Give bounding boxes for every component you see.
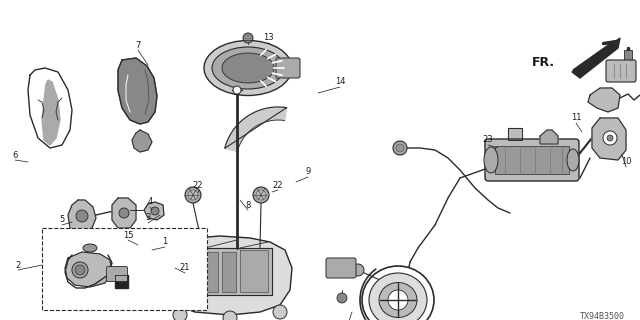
- Polygon shape: [186, 281, 200, 291]
- Text: 13: 13: [262, 34, 273, 43]
- FancyBboxPatch shape: [606, 60, 636, 82]
- Polygon shape: [68, 200, 96, 232]
- Circle shape: [388, 290, 408, 310]
- Text: 15: 15: [123, 230, 133, 239]
- Polygon shape: [588, 88, 620, 112]
- Ellipse shape: [83, 244, 97, 252]
- Text: TX94B3500: TX94B3500: [580, 312, 625, 320]
- Ellipse shape: [362, 266, 434, 320]
- Ellipse shape: [212, 47, 284, 89]
- Circle shape: [72, 262, 88, 278]
- Circle shape: [337, 293, 347, 303]
- Bar: [42, 228, 207, 310]
- Circle shape: [233, 86, 241, 94]
- Bar: [624, 50, 632, 72]
- Circle shape: [119, 208, 129, 218]
- FancyBboxPatch shape: [485, 139, 579, 181]
- Circle shape: [76, 210, 88, 222]
- Polygon shape: [42, 80, 60, 145]
- Ellipse shape: [204, 41, 292, 95]
- Circle shape: [243, 33, 253, 43]
- Polygon shape: [144, 202, 164, 220]
- Polygon shape: [65, 252, 112, 287]
- FancyBboxPatch shape: [106, 267, 127, 282]
- Polygon shape: [186, 268, 200, 278]
- Polygon shape: [132, 130, 152, 152]
- Polygon shape: [205, 252, 218, 292]
- Circle shape: [393, 141, 407, 155]
- Circle shape: [75, 265, 85, 275]
- Polygon shape: [572, 38, 620, 78]
- Polygon shape: [115, 275, 128, 288]
- Circle shape: [396, 144, 404, 152]
- Ellipse shape: [222, 53, 274, 83]
- Text: 2: 2: [15, 260, 20, 269]
- Ellipse shape: [369, 273, 427, 320]
- Circle shape: [253, 187, 269, 203]
- Ellipse shape: [484, 147, 498, 173]
- Polygon shape: [186, 255, 200, 265]
- Polygon shape: [592, 118, 626, 160]
- FancyBboxPatch shape: [326, 258, 356, 278]
- Text: 3: 3: [145, 213, 150, 222]
- Text: 5: 5: [60, 215, 65, 225]
- Ellipse shape: [567, 149, 579, 171]
- Text: 21: 21: [180, 263, 190, 273]
- Polygon shape: [240, 250, 268, 292]
- Polygon shape: [118, 58, 157, 124]
- Circle shape: [185, 187, 201, 203]
- Polygon shape: [162, 236, 292, 315]
- Circle shape: [188, 190, 198, 200]
- Text: 22: 22: [273, 180, 284, 189]
- Text: 23: 23: [483, 135, 493, 145]
- Circle shape: [352, 264, 364, 276]
- Text: 6: 6: [12, 150, 18, 159]
- Circle shape: [223, 311, 237, 320]
- Polygon shape: [222, 252, 236, 292]
- Polygon shape: [540, 130, 558, 144]
- Ellipse shape: [379, 283, 417, 317]
- Text: 10: 10: [621, 157, 631, 166]
- Text: FR.: FR.: [532, 55, 555, 68]
- Polygon shape: [508, 128, 522, 140]
- Circle shape: [256, 190, 266, 200]
- Circle shape: [151, 207, 159, 215]
- Text: 1: 1: [163, 237, 168, 246]
- Circle shape: [603, 131, 617, 145]
- Text: 11: 11: [571, 114, 581, 123]
- Text: 14: 14: [335, 77, 345, 86]
- Circle shape: [607, 135, 613, 141]
- Polygon shape: [225, 107, 287, 152]
- Text: 4: 4: [147, 197, 152, 206]
- Text: 8: 8: [245, 201, 251, 210]
- Polygon shape: [182, 248, 272, 295]
- Bar: [495, 146, 569, 174]
- Text: 22: 22: [193, 180, 204, 189]
- Polygon shape: [112, 198, 136, 228]
- Text: 9: 9: [305, 167, 310, 177]
- Circle shape: [173, 308, 187, 320]
- FancyBboxPatch shape: [276, 58, 300, 78]
- Circle shape: [273, 305, 287, 319]
- Text: 7: 7: [135, 41, 141, 50]
- Polygon shape: [28, 68, 72, 148]
